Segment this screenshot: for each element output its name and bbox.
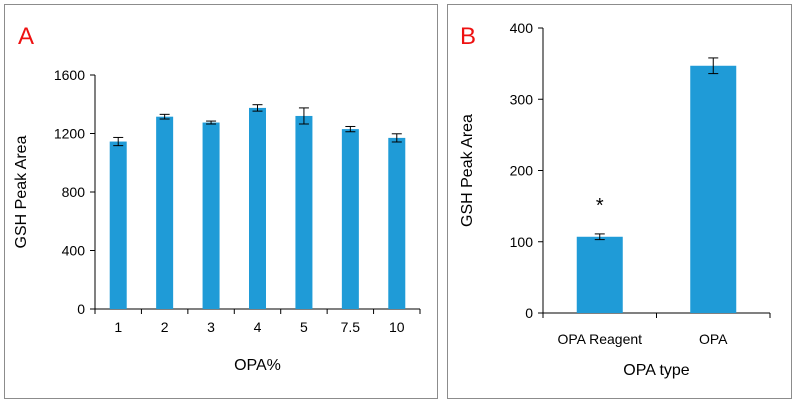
bar <box>249 107 266 309</box>
chart-a-bars <box>109 104 406 310</box>
panel-a-label: A <box>18 23 34 50</box>
panel-b-label: B <box>460 23 476 50</box>
chart-a: 0 400 800 1200 1600 1 2 3 4 5 7.5 10 OPA% GSH Peak… <box>13 67 421 374</box>
chart-a-y-label: GSH Peak Area <box>13 135 30 248</box>
chart-b-x-ticks: OPA Reagent OPA <box>542 313 771 347</box>
bar <box>341 129 359 309</box>
y-tick-label: 0 <box>525 305 533 321</box>
y-tick-label: 200 <box>510 163 534 179</box>
y-tick-label: 0 <box>77 301 85 317</box>
x-tick-label: OPA Reagent <box>557 331 642 347</box>
bar <box>202 122 220 309</box>
x-tick-label: 5 <box>300 319 308 335</box>
x-tick-label: 7.5 <box>341 319 361 335</box>
bar <box>109 141 127 309</box>
chart-b-y-ticks: 0 100 200 300 400 <box>510 20 543 321</box>
x-tick-label: 10 <box>389 319 405 335</box>
chart-a-x-ticks: 1 2 3 4 5 7.5 10 <box>94 309 421 335</box>
chart-b-x-label: OPA type <box>623 362 690 379</box>
x-tick-label: OPA <box>699 331 728 347</box>
panel-a-frame <box>4 4 438 399</box>
chart-a-y-ticks: 0 400 800 1200 1600 <box>54 67 95 317</box>
bar <box>388 137 406 309</box>
y-tick-label: 1600 <box>54 67 85 83</box>
chart-b-bars: * <box>576 57 737 313</box>
significance-marker: * <box>596 195 604 217</box>
y-tick-label: 400 <box>510 20 534 36</box>
bar <box>295 115 313 309</box>
bar <box>690 65 737 313</box>
x-tick-label: 3 <box>207 319 215 335</box>
x-tick-label: 4 <box>254 319 262 335</box>
bar <box>576 236 623 313</box>
chart-b-y-label: GSH Peak Area <box>459 114 476 227</box>
y-tick-label: 100 <box>510 234 534 250</box>
y-tick-label: 400 <box>62 243 86 259</box>
x-tick-label: 2 <box>161 319 169 335</box>
chart-a-x-label: OPA% <box>234 357 281 374</box>
bar <box>156 116 174 310</box>
y-tick-label: 1200 <box>54 126 85 142</box>
y-tick-label: 300 <box>510 91 534 107</box>
x-tick-label: 1 <box>114 319 122 335</box>
y-tick-label: 800 <box>62 184 86 200</box>
panel-b-frame <box>447 4 792 399</box>
